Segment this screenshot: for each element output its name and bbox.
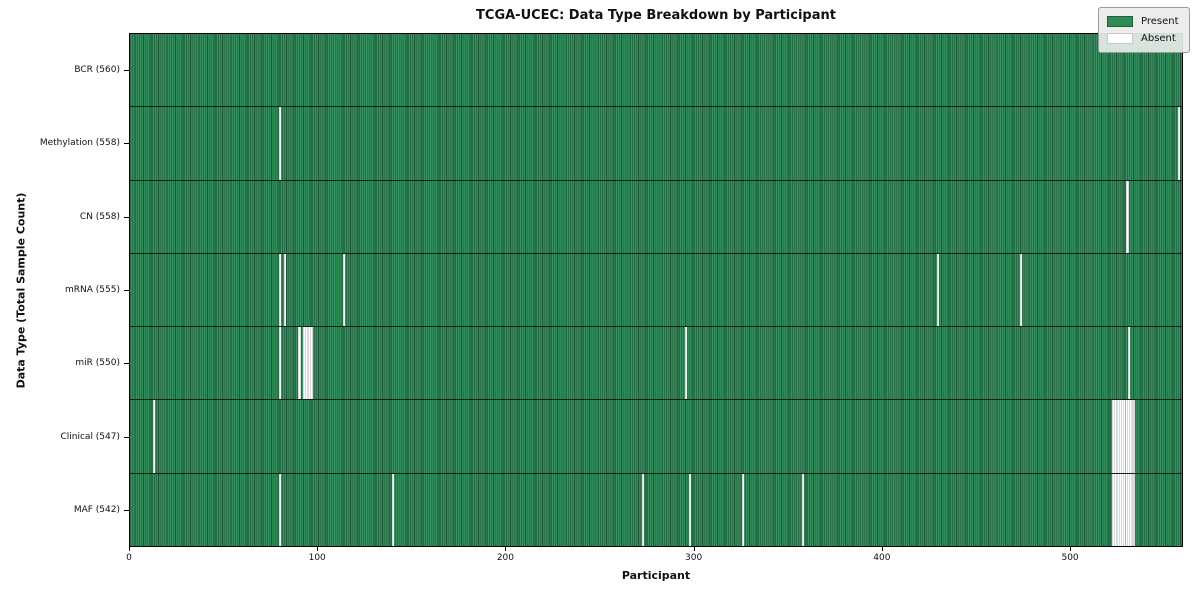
heatmap-row-bcr bbox=[130, 34, 1182, 107]
y-tick bbox=[124, 436, 129, 438]
absent-stripe bbox=[1178, 107, 1181, 180]
y-tick bbox=[124, 216, 129, 218]
x-tick-label: 200 bbox=[496, 553, 515, 563]
y-tick bbox=[124, 510, 129, 512]
absent-stripe bbox=[1112, 400, 1136, 473]
heatmap-row-cn bbox=[130, 179, 1182, 253]
x-tick-label: 100 bbox=[308, 553, 326, 563]
absent-stripe bbox=[1127, 327, 1130, 400]
absent-stripe bbox=[342, 253, 345, 327]
x-axis-label: Participant bbox=[621, 569, 691, 582]
absent-stripe bbox=[1020, 253, 1023, 327]
y-tick-label-methylation: Methylation (558) bbox=[39, 138, 120, 149]
heatmap-row-clinical bbox=[130, 399, 1182, 473]
plot-area bbox=[129, 33, 1183, 547]
present-swatch-icon bbox=[1107, 16, 1133, 27]
y-tick bbox=[124, 69, 129, 71]
heatmap-row-methylation bbox=[130, 106, 1182, 180]
heatmap-row-maf bbox=[130, 472, 1182, 546]
y-tick-label-maf: MAF (542) bbox=[73, 505, 120, 516]
absent-stripe bbox=[278, 253, 281, 327]
heatmap-row-mrna bbox=[130, 252, 1182, 327]
chart-title: TCGA-UCEC: Data Type Breakdown by Partic… bbox=[476, 8, 836, 23]
absent-stripe bbox=[741, 473, 744, 546]
x-tick-label: 300 bbox=[685, 553, 703, 563]
legend-item-absent: Absent bbox=[1107, 30, 1181, 47]
absent-stripe bbox=[278, 107, 281, 180]
y-tick bbox=[124, 143, 129, 145]
legend-item-present: Present bbox=[1107, 13, 1181, 30]
y-tick-label-bcr: BCR (560) bbox=[74, 64, 120, 75]
y-tick bbox=[124, 290, 129, 291]
legend: Present Absent bbox=[1098, 7, 1190, 53]
x-tick-label: 500 bbox=[1061, 553, 1079, 563]
absent-stripe bbox=[391, 473, 394, 546]
legend-label-absent: Absent bbox=[1141, 33, 1176, 44]
absent-swatch-icon bbox=[1107, 33, 1133, 44]
absent-stripe bbox=[278, 327, 281, 400]
absent-stripe bbox=[303, 327, 313, 400]
absent-stripe bbox=[1125, 180, 1130, 253]
y-tick-label-cn: CN (558) bbox=[79, 211, 120, 222]
x-tick bbox=[1070, 547, 1072, 551]
x-tick bbox=[881, 547, 883, 551]
absent-stripe bbox=[297, 327, 302, 400]
y-tick-label-clinical: Clinical (547) bbox=[60, 431, 120, 442]
y-tick-label-mir: miR (550) bbox=[75, 358, 120, 369]
absent-stripe bbox=[1112, 473, 1136, 546]
x-tick-label: 0 bbox=[126, 553, 132, 563]
legend-label-present: Present bbox=[1141, 16, 1179, 27]
absent-stripe bbox=[801, 473, 804, 546]
x-tick bbox=[129, 547, 130, 551]
absent-stripe bbox=[641, 473, 644, 546]
absent-stripe bbox=[284, 253, 287, 327]
absent-stripe bbox=[937, 253, 940, 327]
absent-stripe bbox=[688, 473, 691, 546]
x-tick-label: 400 bbox=[873, 553, 891, 563]
absent-stripe bbox=[278, 473, 281, 546]
heatmap-row-mir bbox=[130, 326, 1182, 400]
y-tick-label-mrna: mRNA (555) bbox=[65, 285, 120, 295]
y-tick bbox=[124, 363, 129, 365]
x-tick bbox=[505, 547, 507, 551]
absent-stripe bbox=[685, 327, 688, 400]
absent-stripe bbox=[152, 400, 155, 473]
x-tick bbox=[317, 547, 319, 551]
x-tick bbox=[693, 547, 695, 551]
